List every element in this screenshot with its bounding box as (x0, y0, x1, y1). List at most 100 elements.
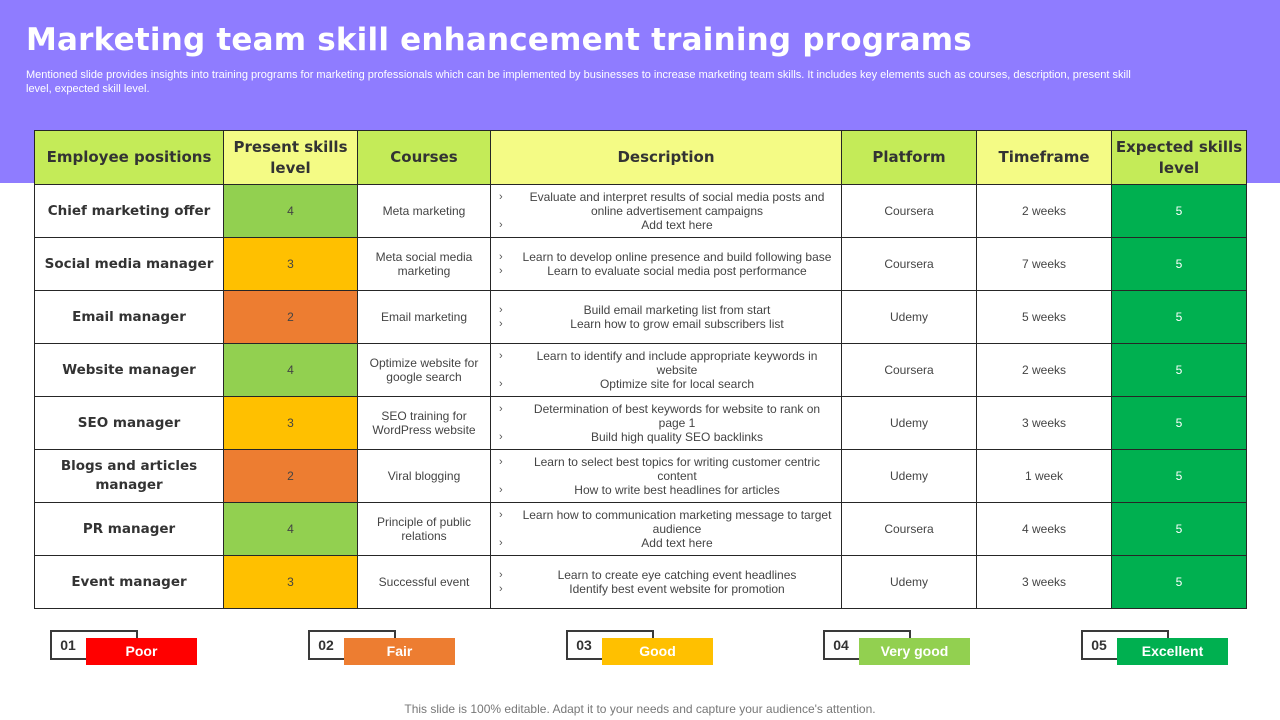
legend-label: Fair (344, 638, 455, 665)
legend-item-very-good: 04 Very good (823, 630, 973, 666)
legend-number: 02 (318, 637, 334, 653)
description: › Determination of best keywords for webs… (490, 396, 842, 450)
table-row: Chief marketing offer 4 Meta marketing ›… (34, 184, 1247, 238)
chevron-right-icon: › (499, 456, 503, 468)
legend-number: 01 (60, 637, 76, 653)
expected-skill-level: 5 (1111, 555, 1247, 609)
timeframe: 4 weeks (976, 502, 1112, 556)
legend-label: Poor (86, 638, 197, 665)
employee-position: Blogs and articles manager (34, 449, 224, 503)
chevron-right-icon: › (499, 403, 503, 415)
platform: Coursera (841, 343, 977, 397)
legend-item-fair: 02 Fair (308, 630, 458, 666)
description-item: › Learn to develop online presence and bu… (499, 250, 832, 264)
description-item: › Build high quality SEO backlinks (499, 430, 764, 444)
chevron-right-icon: › (499, 265, 503, 277)
chevron-right-icon: › (499, 569, 503, 581)
description: › Learn how to communication marketing me… (490, 502, 842, 556)
course-name: Meta marketing (357, 184, 491, 238)
legend-number: 05 (1091, 637, 1107, 653)
chevron-right-icon: › (499, 484, 503, 496)
description-item: › Learn to evaluate social media post per… (499, 264, 807, 278)
table-row: Event manager 3 Successful event › Learn … (34, 555, 1247, 609)
legend-number: 03 (576, 637, 592, 653)
description: › Build email marketing list from start ›… (490, 290, 842, 344)
platform: Udemy (841, 396, 977, 450)
employee-position: Email manager (34, 290, 224, 344)
description-item: › Identify best event website for promoti… (499, 582, 785, 596)
description-item: › Learn how to communication marketing me… (499, 508, 832, 536)
description-item: › Build email marketing list from start (499, 303, 771, 317)
training-table: Employee positions Present skills level … (34, 130, 1247, 609)
expected-skill-level: 5 (1111, 449, 1247, 503)
employee-position: SEO manager (34, 396, 224, 450)
chevron-right-icon: › (499, 431, 503, 443)
present-skill-level: 3 (223, 396, 358, 450)
expected-skill-level: 5 (1111, 343, 1247, 397)
col-header-present-skills: Present skills level (223, 130, 358, 185)
present-skill-level: 4 (223, 502, 358, 556)
expected-skill-level: 5 (1111, 184, 1247, 238)
chevron-right-icon: › (499, 191, 503, 203)
timeframe: 1 week (976, 449, 1112, 503)
description-item: › Add text here (499, 536, 713, 550)
timeframe: 2 weeks (976, 184, 1112, 238)
table-row: SEO manager 3 SEO training for WordPress… (34, 396, 1247, 450)
present-skill-level: 2 (223, 449, 358, 503)
description: › Learn to identify and include appropria… (490, 343, 842, 397)
platform: Coursera (841, 502, 977, 556)
present-skill-level: 4 (223, 184, 358, 238)
col-header-platform: Platform (841, 130, 977, 185)
legend-label: Excellent (1117, 638, 1228, 665)
description: › Learn to develop online presence and bu… (490, 237, 842, 291)
table-row: Email manager 2 Email marketing › Build e… (34, 290, 1247, 344)
timeframe: 3 weeks (976, 555, 1112, 609)
chevron-right-icon: › (499, 350, 503, 362)
description-item: › Learn to identify and include appropria… (499, 349, 818, 377)
chevron-right-icon: › (499, 537, 503, 549)
table-header-row: Employee positions Present skills level … (34, 130, 1247, 185)
chevron-right-icon: › (499, 583, 503, 595)
employee-position: PR manager (34, 502, 224, 556)
chevron-right-icon: › (499, 318, 503, 330)
description-item: › Determination of best keywords for webs… (499, 402, 821, 430)
present-skill-level: 3 (223, 237, 358, 291)
col-header-description: Description (490, 130, 842, 185)
legend-item-good: 03 Good (566, 630, 716, 666)
expected-skill-level: 5 (1111, 290, 1247, 344)
course-name: Optimize website for google search (357, 343, 491, 397)
present-skill-level: 3 (223, 555, 358, 609)
course-name: Email marketing (357, 290, 491, 344)
col-header-timeframe: Timeframe (976, 130, 1112, 185)
legend-label: Good (602, 638, 713, 665)
platform: Udemy (841, 555, 977, 609)
col-header-courses: Courses (357, 130, 491, 185)
description-item: › How to write best headlines for article… (499, 483, 780, 497)
timeframe: 7 weeks (976, 237, 1112, 291)
description-item: › Learn how to grow email subscribers lis… (499, 317, 784, 331)
employee-position: Website manager (34, 343, 224, 397)
employee-position: Event manager (34, 555, 224, 609)
employee-position: Chief marketing offer (34, 184, 224, 238)
table-row: Blogs and articles manager 2 Viral blogg… (34, 449, 1247, 503)
description: › Learn to select best topics for writing… (490, 449, 842, 503)
course-name: SEO training for WordPress website (357, 396, 491, 450)
course-name: Principle of public relations (357, 502, 491, 556)
table-row: Social media manager 3 Meta social media… (34, 237, 1247, 291)
description-item: › Learn to create eye catching event head… (499, 568, 797, 582)
platform: Udemy (841, 290, 977, 344)
description: › Learn to create eye catching event head… (490, 555, 842, 609)
platform: Coursera (841, 237, 977, 291)
description-item: › Evaluate and interpret results of socia… (499, 190, 825, 218)
legend-item-poor: 01 Poor (50, 630, 200, 666)
legend-number: 04 (833, 637, 849, 653)
description: › Evaluate and interpret results of socia… (490, 184, 842, 238)
timeframe: 3 weeks (976, 396, 1112, 450)
table-row: PR manager 4 Principle of public relatio… (34, 502, 1247, 556)
course-name: Successful event (357, 555, 491, 609)
chevron-right-icon: › (499, 378, 503, 390)
col-header-expected-skills: Expected skills level (1111, 130, 1247, 185)
expected-skill-level: 5 (1111, 396, 1247, 450)
expected-skill-level: 5 (1111, 237, 1247, 291)
description-item: › Add text here (499, 218, 713, 232)
